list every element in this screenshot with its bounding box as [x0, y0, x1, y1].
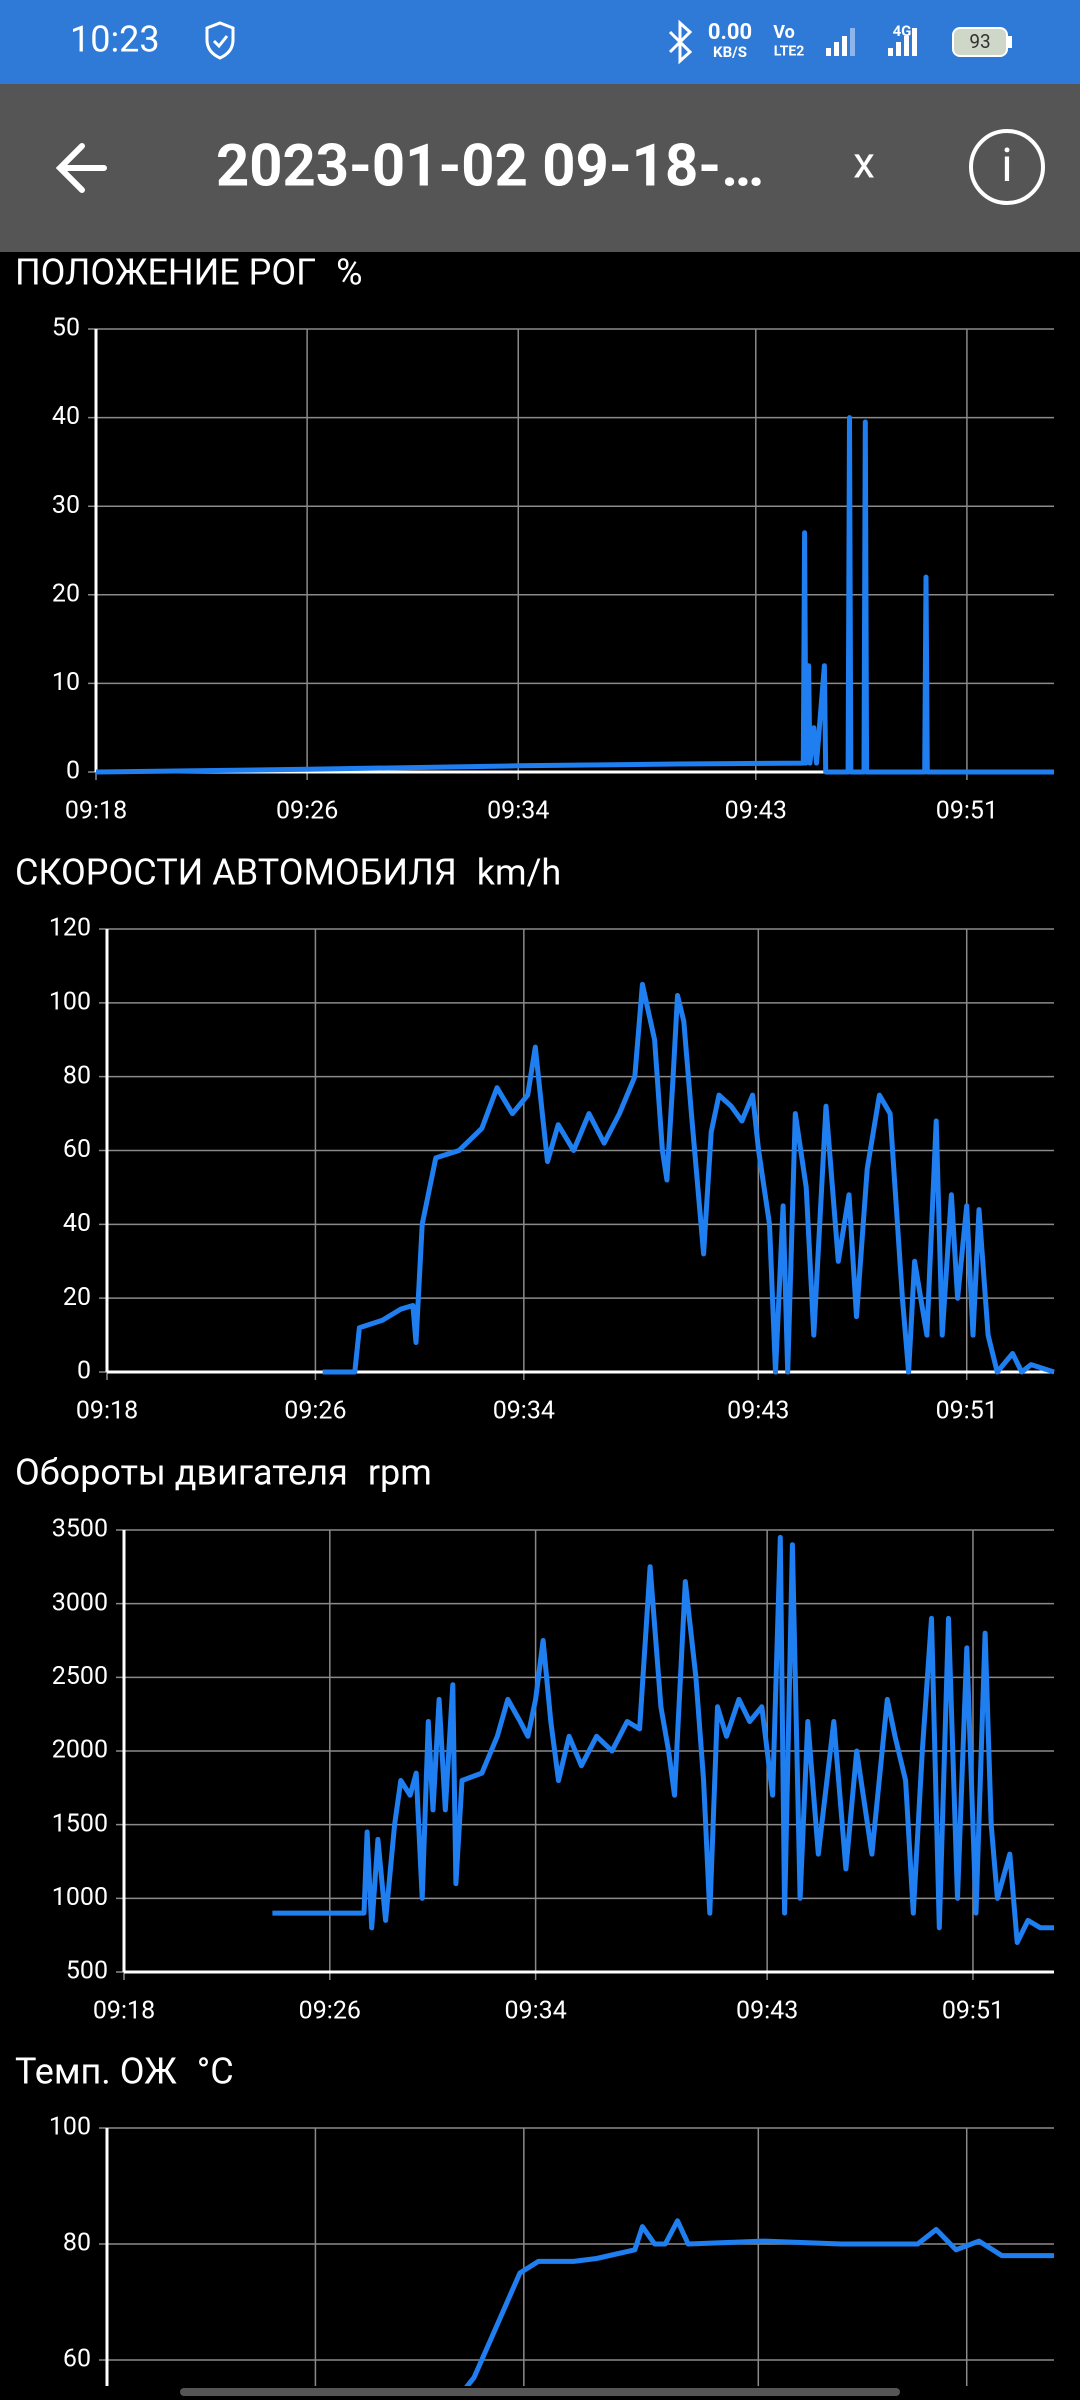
y-tick-label: 120 — [49, 914, 91, 943]
signal-2 — [888, 28, 917, 56]
status-bar-bg — [0, 0, 1080, 84]
x-tick-label: 09:34 — [493, 1397, 555, 1426]
y-tick-label: 40 — [52, 402, 80, 431]
x-tick-label: 09:43 — [727, 1397, 789, 1426]
x-tick-label: 09:34 — [487, 797, 549, 826]
y-tick-label: 500 — [66, 1957, 108, 1986]
y-tick-label: 1000 — [52, 1883, 108, 1912]
net-unit: KB/S — [713, 43, 747, 61]
y-tick-label: 1500 — [52, 1809, 108, 1838]
network-type: 4G — [893, 22, 912, 40]
shield-icon — [205, 21, 235, 60]
y-tick-label: 2000 — [52, 1736, 108, 1765]
data-line — [464, 2218, 1054, 2386]
y-tick-label: 80 — [63, 2229, 91, 2258]
chart: Темп. ОЖ °C 60 80 100 — [15, 2051, 1054, 2386]
volte-label: Vo — [773, 22, 795, 43]
chart-unit: % — [336, 252, 362, 294]
bluetooth-icon — [668, 19, 693, 65]
back-button[interactable] — [55, 143, 107, 193]
x-tick-label: 09:26 — [276, 797, 338, 826]
battery-tip — [1008, 36, 1012, 48]
info-button[interactable] — [969, 129, 1045, 205]
x-tick-label: 09:26 — [299, 1997, 361, 2026]
x-tick-label: 09:51 — [936, 1397, 998, 1426]
y-tick-label: 100 — [49, 2113, 91, 2142]
signal-bar — [834, 42, 839, 56]
y-tick-label: 80 — [63, 1061, 91, 1090]
y-tick-label: 0 — [77, 1357, 91, 1386]
x-tick-label: 09:18 — [76, 1397, 138, 1426]
signal-bar — [826, 48, 831, 56]
x-tick-label: 09:18 — [65, 797, 127, 826]
x-tick-label: 09:51 — [942, 1997, 1004, 2026]
data-line — [272, 1534, 1054, 1945]
y-tick-label: 40 — [63, 1209, 91, 1238]
x-tick-label: 09:18 — [93, 1997, 155, 2026]
y-tick-label: 100 — [49, 987, 91, 1016]
signal-bar — [850, 28, 855, 56]
x-tick-label: 09:34 — [504, 1997, 566, 2026]
y-tick-label: 10 — [52, 668, 80, 697]
chart: ПОЛОЖЕНИЕ РОГ % 0 10 20 30 40 50 09:18 09:26 09:34… — [15, 252, 1054, 826]
chart-title: СКОРОСТИ АВТОМОБИЛЯ — [15, 852, 457, 894]
chart-unit: °C — [197, 2051, 234, 2093]
signal-bar — [912, 28, 917, 56]
data-line — [95, 415, 1054, 775]
close-button[interactable]: x — [853, 137, 875, 189]
chart: Обороты двигателя rpm 500 1000 1500 2000 2500 3… — [15, 1452, 1054, 2026]
chart-title: ПОЛОЖЕНИЕ РОГ — [15, 252, 316, 294]
y-tick-label: 50 — [52, 314, 80, 343]
y-tick-label: 3000 — [52, 1588, 108, 1617]
battery-icon — [952, 27, 1008, 57]
y-tick-label: 60 — [63, 2345, 91, 2374]
y-tick-label: 20 — [63, 1283, 91, 1312]
net-speed: 0.00 — [708, 20, 752, 45]
y-tick-label: 20 — [52, 579, 80, 608]
app-bar-bg — [0, 84, 1080, 252]
signal-bar — [896, 42, 901, 56]
chart-title: Темп. ОЖ — [15, 2051, 177, 2093]
battery-level: 93 — [969, 30, 990, 53]
x-tick-label: 09:43 — [736, 1997, 798, 2026]
chart-unit: rpm — [368, 1452, 432, 1494]
chart: СКОРОСТИ АВТОМОБИЛЯ km/h 0 20 40 60 80 100 120 09… — [15, 852, 1055, 1426]
x-tick-label: 09:26 — [284, 1397, 346, 1426]
y-tick-label: 30 — [52, 491, 80, 520]
charts: ПОЛОЖЕНИЕ РОГ % 0 10 20 30 40 50 09:18 09:26 09:34… — [15, 252, 1055, 2386]
back-arrow — [55, 143, 107, 193]
signal-bar — [842, 36, 847, 56]
signal-bar — [888, 48, 893, 56]
app-bar: 2023-01-02 09-18-… x i — [0, 84, 1080, 252]
chart-title: Обороты двигателя — [15, 1452, 348, 1494]
x-tick-label: 09:43 — [725, 797, 787, 826]
lte-label: LTE2 — [774, 44, 805, 60]
signal-1 — [826, 28, 855, 56]
x-tick-label: 09:51 — [936, 797, 998, 826]
y-tick-label: 0 — [66, 757, 80, 786]
y-tick-label: 2500 — [52, 1662, 108, 1691]
clock: 10:23 — [70, 19, 160, 61]
y-tick-label: 3500 — [52, 1515, 108, 1544]
data-line — [322, 981, 1055, 1375]
nav-handle — [180, 2388, 900, 2396]
chart-unit: km/h — [477, 852, 562, 894]
y-tick-label: 60 — [63, 1135, 91, 1164]
app-title: 2023-01-02 09-18-… — [216, 132, 764, 200]
info-icon: i — [1001, 139, 1012, 193]
signal-bar — [904, 36, 909, 56]
status-bar: 10:23 0.00 KB/S Vo LTE2 4G 93 — [0, 0, 1080, 84]
